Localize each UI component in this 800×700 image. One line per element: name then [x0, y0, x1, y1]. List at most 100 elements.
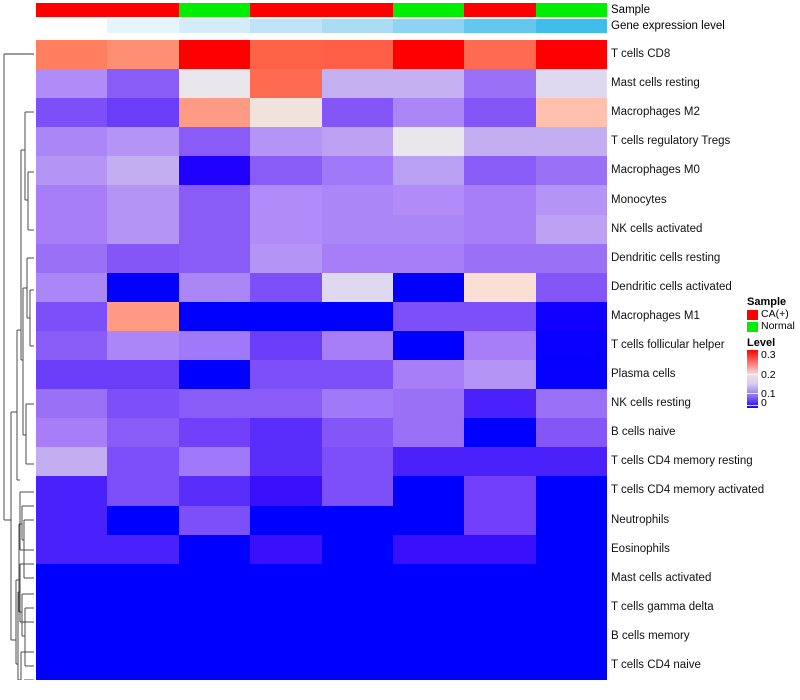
heatmap-cell — [535, 301, 607, 331]
gene-expression-cell-2 — [107, 19, 179, 33]
heatmap-cell — [464, 214, 536, 244]
heatmap-cell — [178, 127, 251, 157]
heatmap-cell — [535, 418, 607, 448]
level-legend-title: Level — [747, 337, 776, 350]
heatmap-cell — [535, 563, 607, 593]
level-tick-mark — [747, 373, 758, 375]
heatmap-cell — [464, 621, 536, 651]
heatmap-cell — [250, 272, 322, 302]
sample-annotation-bar — [36, 3, 607, 17]
heatmap-cell — [107, 69, 179, 99]
legend-item-label: Normal — [761, 320, 795, 333]
heatmap-cell — [535, 185, 607, 215]
row-label: T cells CD4 naive — [611, 658, 701, 671]
heatmap-row — [36, 476, 607, 506]
heatmap-cell — [392, 301, 465, 331]
heatmap-row — [36, 185, 607, 215]
heatmap-cell — [321, 185, 393, 215]
heatmap-row — [36, 40, 607, 70]
heatmap-cell — [250, 127, 322, 157]
row-dendrogram — [3, 53, 34, 680]
heatmap-cell — [321, 563, 393, 593]
heatmap-cell — [392, 418, 465, 448]
heatmap-cell — [392, 330, 465, 361]
heatmap-cell — [392, 621, 465, 651]
heatmap-cell — [392, 563, 465, 593]
heatmap-cell — [107, 98, 179, 128]
sample-annotation-cell-4 — [250, 3, 322, 17]
heatmap-cell — [321, 592, 393, 622]
heatmap-cell — [107, 243, 179, 273]
row-label: NK cells resting — [611, 397, 691, 410]
heatmap-row — [36, 98, 607, 128]
heatmap-cell — [250, 360, 322, 390]
heatmap-cell — [250, 98, 322, 128]
heatmap-row — [36, 418, 607, 448]
sample-annotation-cell-2 — [107, 3, 179, 17]
heatmap-cell — [36, 592, 108, 622]
heatmap-cell — [36, 156, 108, 186]
row-label-column: T cells CD8 Mast cells resting Macrophages… — [611, 40, 800, 680]
heatmap-cell — [535, 447, 607, 477]
heatmap-cell — [392, 185, 465, 215]
heatmap-cell — [535, 505, 607, 535]
heatmap-cell — [178, 185, 251, 215]
heatmap-cell — [392, 447, 465, 477]
sample-legend-item: Normal — [747, 321, 800, 332]
row-label: Dendritic cells resting — [611, 251, 721, 264]
level-tick-label: 0 — [761, 397, 767, 410]
row-label: T cells CD4 memory resting — [611, 455, 753, 468]
heatmap-cell — [535, 243, 607, 273]
row-label: T cells CD4 memory activated — [611, 484, 765, 497]
heatmap-cell — [464, 40, 536, 70]
heatmap-cell — [178, 505, 251, 535]
heatmap-cell — [250, 534, 322, 564]
sample-annotation-cell-1 — [36, 3, 108, 17]
sample-annotation-cell-3 — [178, 3, 251, 17]
heatmap-cell — [321, 650, 393, 681]
heatmap-cell — [392, 40, 465, 70]
gene-expression-cell-6 — [392, 19, 465, 33]
heatmap-cell — [178, 650, 251, 681]
heatmap-cell — [250, 185, 322, 215]
heatmap-cell — [178, 534, 251, 564]
heatmap-cell — [36, 650, 108, 681]
gene-expression-cell-7 — [464, 19, 536, 33]
heatmap-cell — [178, 563, 251, 593]
legend-panel: Sample CA(+) Normal Level 0.3 0.2 0.1 0 — [747, 296, 800, 408]
heatmap-cell — [535, 650, 607, 681]
heatmap-cell — [321, 243, 393, 273]
sample-annotation-cell-6 — [392, 3, 465, 17]
gene-expression-cell-3 — [178, 19, 251, 33]
sample-legend-item: CA(+) — [747, 309, 800, 320]
heatmap-cell — [250, 301, 322, 331]
heatmap-cell — [250, 592, 322, 622]
gene-expression-annotation-label: Gene expression level — [611, 20, 725, 32]
heatmap-cell — [107, 360, 179, 390]
heatmap-cell — [36, 185, 108, 215]
heatmap-row — [36, 563, 607, 593]
heatmap-cell — [250, 418, 322, 448]
heatmap-cell — [392, 214, 465, 244]
heatmap-cell — [36, 243, 108, 273]
heatmap-cell — [36, 360, 108, 390]
heatmap-cell — [464, 592, 536, 622]
heatmap-cell — [392, 243, 465, 273]
heatmap-cell — [392, 476, 465, 506]
heatmap-cell — [178, 156, 251, 186]
heatmap-cell — [178, 243, 251, 273]
heatmap-cell — [321, 330, 393, 361]
heatmap-cell — [178, 592, 251, 622]
gene-expression-cell-8 — [535, 19, 607, 33]
heatmap-row — [36, 301, 607, 331]
heatmap-cell — [321, 69, 393, 99]
heatmap-cell — [36, 389, 108, 419]
heatmap-cell — [321, 40, 393, 70]
heatmap-cell — [392, 650, 465, 681]
heatmap-cell — [321, 98, 393, 128]
heatmap-row — [36, 534, 607, 564]
row-label: Macrophages M1 — [611, 309, 700, 322]
row-label: T cells gamma delta — [611, 600, 714, 613]
heatmap-cell — [535, 69, 607, 99]
